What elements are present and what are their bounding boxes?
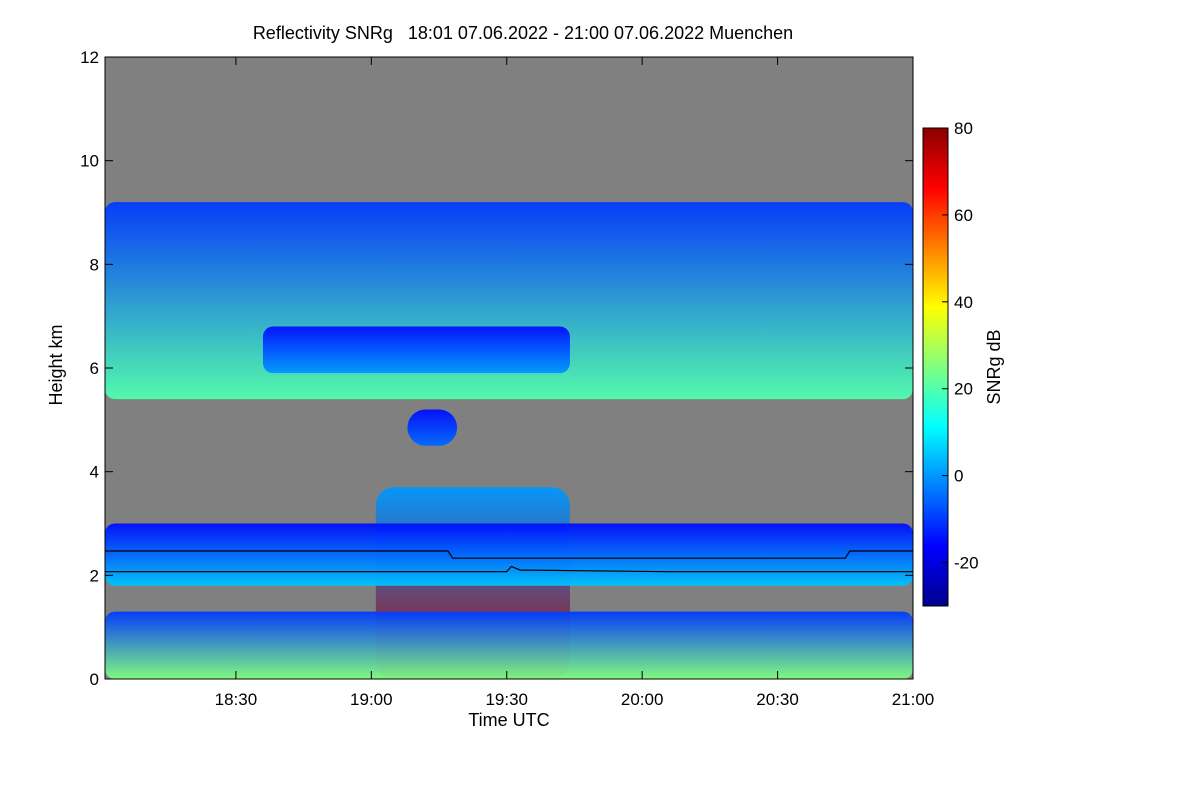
y-tick-label: 10 — [80, 152, 99, 171]
echo-low-cloud-layer — [105, 523, 913, 586]
chart-title: Reflectivity SNRg 18:01 07.06.2022 - 21:… — [253, 23, 793, 43]
y-tick-label: 6 — [90, 359, 99, 378]
y-tick-label: 8 — [90, 255, 99, 274]
y-tick-label: 4 — [90, 463, 99, 482]
overlay-lines — [105, 550, 913, 573]
x-tick-label: 18:30 — [215, 690, 258, 709]
y-axis: 0 2 4 6 8 10 12 — [80, 48, 913, 689]
echo-mid-level-cloud-fragments — [262, 326, 570, 374]
overlay-line-1 — [105, 550, 913, 559]
colorbar-tick-label: 20 — [954, 380, 973, 399]
y-tick-label: 12 — [80, 48, 99, 67]
x-tick-label: 20:30 — [756, 690, 799, 709]
x-axis: 18:30 19:00 19:30 20:00 20:30 21:00 — [215, 57, 935, 709]
colorbar: 80 60 40 20 0 -20 SNRg dB — [922, 119, 1004, 607]
colorbar-tick-label: 80 — [954, 119, 973, 138]
radar-echoes — [105, 202, 913, 679]
x-tick-label: 21:00 — [892, 690, 935, 709]
x-axis-label: Time UTC — [468, 710, 549, 730]
x-tick-label: 19:30 — [485, 690, 528, 709]
x-tick-label: 20:00 — [621, 690, 664, 709]
colorbar-tick-label: 0 — [954, 467, 963, 486]
colorbar-scale — [922, 127, 949, 607]
colorbar-tick-label: 40 — [954, 293, 973, 312]
x-tick-label: 19:00 — [350, 690, 393, 709]
colorbar-tick-label: 60 — [954, 206, 973, 225]
colorbar-ticks: 80 60 40 20 0 -20 — [942, 119, 979, 573]
overlay-line-2 — [105, 565, 913, 573]
y-axis-label: Height km — [46, 324, 66, 405]
y-tick-label: 0 — [90, 670, 99, 689]
y-tick-label: 2 — [90, 566, 99, 585]
colorbar-tick-label: -20 — [954, 554, 979, 573]
echo-small-cloud-patch — [407, 409, 458, 446]
echo-surface-clutter — [105, 611, 913, 679]
colorbar-label: SNRg dB — [984, 329, 1004, 404]
